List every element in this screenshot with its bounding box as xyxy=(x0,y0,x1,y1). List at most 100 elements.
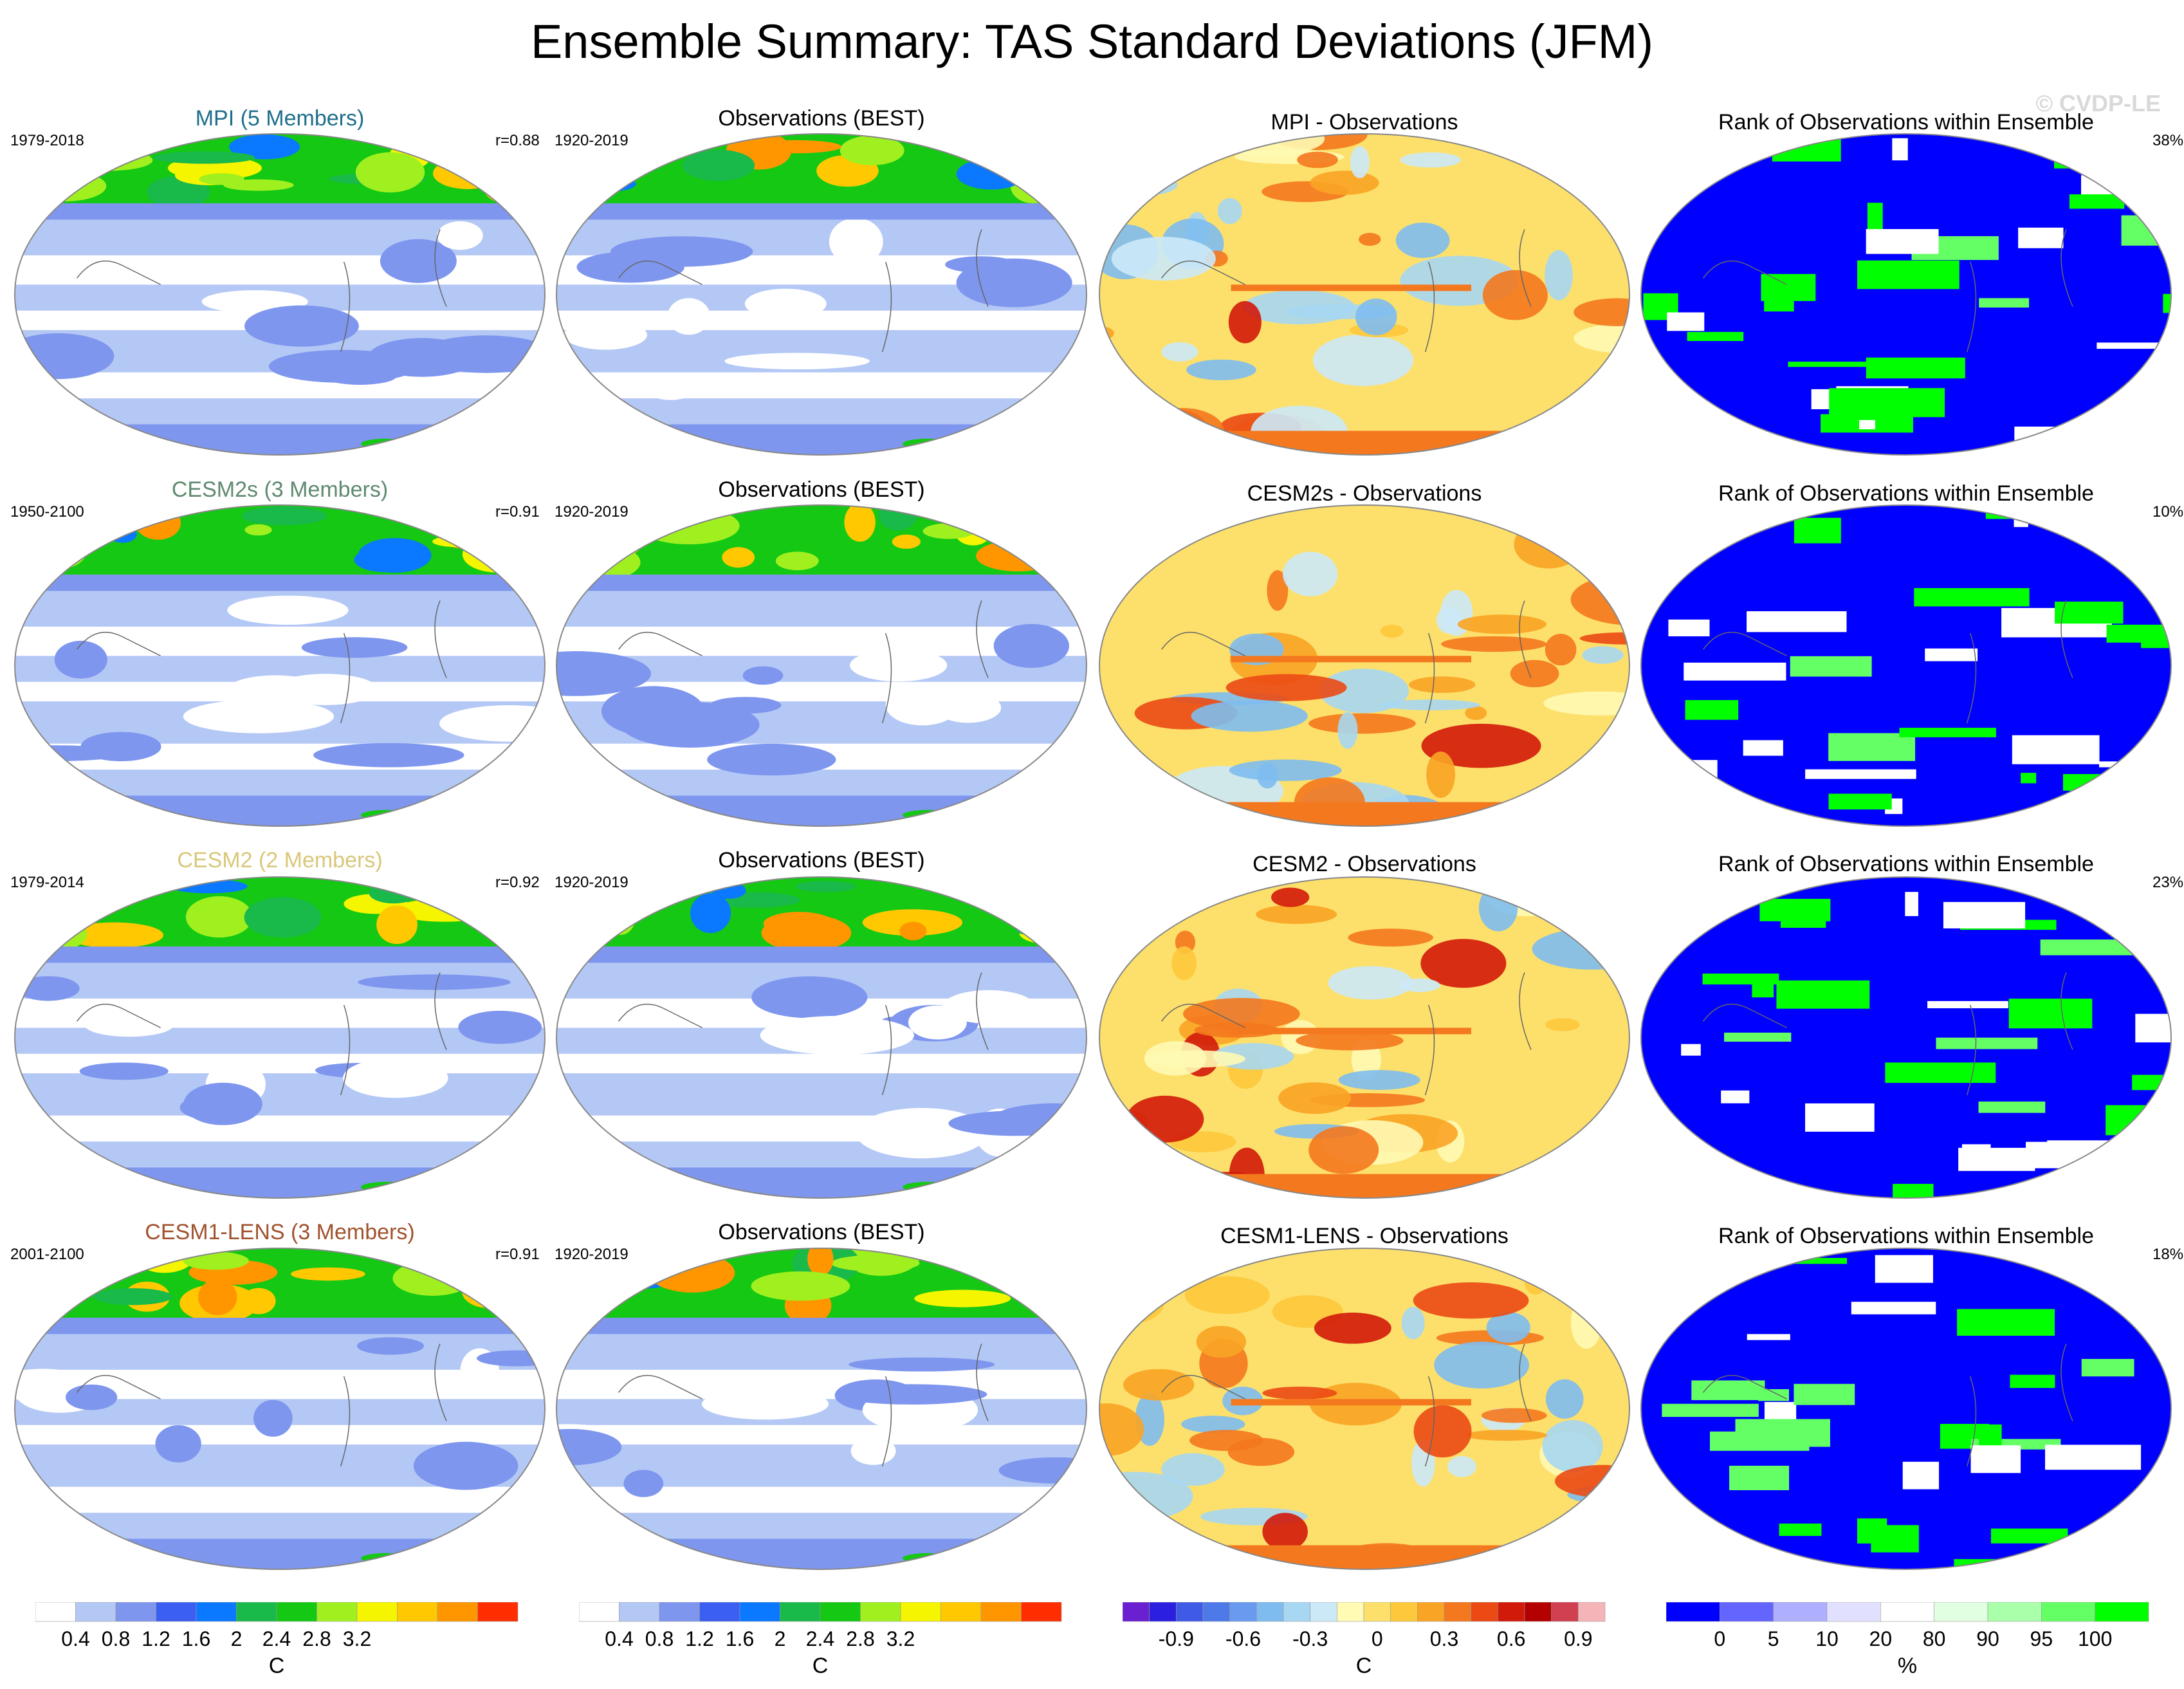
map-outline xyxy=(556,1248,1087,1570)
colorbar-tick-label: 2.8 xyxy=(302,1627,331,1650)
coastline-icon xyxy=(618,972,989,1096)
rank-map-1 xyxy=(1640,504,2172,827)
model-panel-title: MPI (5 Members) xyxy=(195,106,365,131)
rank-map-0 xyxy=(1640,133,2172,456)
coastline-icon xyxy=(77,229,447,353)
model-years: 1979-2018 xyxy=(10,132,84,149)
colorbar-tick-label: 0.8 xyxy=(645,1627,674,1650)
colorbar-tick-label: 0.9 xyxy=(1564,1627,1592,1650)
colorbar-tick-label: 0.4 xyxy=(61,1627,89,1650)
colorbar-tick-label: 5 xyxy=(1768,1627,1779,1650)
rank-panel-title: Rank of Observations within Ensemble xyxy=(1718,1224,2094,1248)
diff-map-2 xyxy=(1099,876,1630,1199)
rank-percent: 18% xyxy=(2152,1246,2184,1263)
map-band-white xyxy=(556,1053,1087,1074)
colorbar-tick-label: -0.9 xyxy=(1159,1627,1194,1650)
colorbar-tick-label: 2.4 xyxy=(262,1627,291,1650)
coastline-icon xyxy=(1703,1343,2073,1467)
colorbar-swatch xyxy=(1256,1602,1284,1622)
colorbar-swatch xyxy=(2041,1602,2095,1622)
colorbar-swatch xyxy=(659,1602,700,1622)
rank-map-2 xyxy=(1640,876,2172,1199)
rank-percent: 10% xyxy=(2152,503,2184,521)
colorbar-swatch xyxy=(1337,1602,1364,1622)
colorbar-tick-label: 0 xyxy=(1714,1627,1725,1650)
colorbar-tick-label: 3.2 xyxy=(343,1627,371,1650)
colorbar-swatch xyxy=(900,1602,941,1622)
colorbar-swatch xyxy=(196,1602,237,1622)
map-band-white xyxy=(556,372,1087,399)
map-outline xyxy=(1099,876,1630,1199)
diff-panel-title: MPI - Observations xyxy=(1271,110,1458,134)
colorbar-swatch xyxy=(1934,1602,1988,1622)
colorbar-tick-label: 0.4 xyxy=(605,1627,633,1650)
map-outline xyxy=(556,504,1087,827)
pattern-correlation: r=0.92 xyxy=(495,874,540,891)
colorbar-swatch xyxy=(739,1602,780,1622)
map-outline xyxy=(556,876,1087,1199)
colorbar-swatch xyxy=(276,1602,317,1622)
model-sd-map-0 xyxy=(14,133,546,456)
colorbar-swatch xyxy=(1666,1602,1720,1622)
colorbar-swatch xyxy=(1773,1602,1828,1622)
obs-sd-map-3 xyxy=(556,1248,1087,1570)
colorbar-swatch xyxy=(980,1602,1022,1622)
colorbar-swatch xyxy=(356,1602,398,1622)
coastline-icon xyxy=(618,600,989,724)
map-outline xyxy=(1640,133,2172,456)
model-sd-map-1 xyxy=(14,504,546,827)
obs-panel-title: Observations (BEST) xyxy=(718,106,925,131)
colorbar-tick-label: 100 xyxy=(2078,1627,2112,1650)
colorbar-unit: % xyxy=(1898,1654,1917,1678)
colorbar-3: 0 5 10 20 80 90 95 100% xyxy=(1666,1602,2149,1678)
obs-sd-map-2 xyxy=(556,876,1087,1199)
colorbar-tick-label: 0.3 xyxy=(1430,1627,1458,1650)
colorbar-tick-label: 0.8 xyxy=(102,1627,130,1650)
rank-panel-title: Rank of Observations within Ensemble xyxy=(1718,481,2094,506)
pattern-correlation: r=0.91 xyxy=(495,1246,540,1263)
colorbar-tick-label: 2 xyxy=(775,1627,786,1650)
colorbar-swatch xyxy=(1202,1602,1230,1622)
colorbar-tick-label: 0 xyxy=(1372,1627,1383,1650)
colorbar-swatch xyxy=(860,1602,901,1622)
coastline-icon xyxy=(618,229,989,353)
colorbar-swatch xyxy=(1524,1602,1552,1622)
colorbar-unit: C xyxy=(269,1654,285,1678)
colorbar-tick-label: -0.3 xyxy=(1292,1627,1328,1650)
colorbar-tick-label: 95 xyxy=(2030,1627,2053,1650)
colorbar-unit: C xyxy=(812,1654,829,1678)
colorbar-tick-label: 2 xyxy=(231,1627,243,1650)
coastline-icon xyxy=(1703,229,2073,353)
rank-percent: 38% xyxy=(2152,132,2184,149)
map-outline xyxy=(1640,504,2172,827)
obs-panel-title: Observations (BEST) xyxy=(718,848,925,872)
rank-map-3 xyxy=(1640,1248,2172,1570)
map-outline xyxy=(1099,504,1630,827)
colorbar-swatch xyxy=(75,1602,116,1622)
colorbar-swatch xyxy=(1123,1602,1150,1622)
colorbar-tick-label: 1.2 xyxy=(142,1627,170,1650)
obs-sd-map-1 xyxy=(556,504,1087,827)
model-years: 2001-2100 xyxy=(10,1246,84,1263)
colorbar-swatch xyxy=(1363,1602,1391,1622)
colorbar-swatch xyxy=(1229,1602,1257,1622)
colorbar-swatch xyxy=(1390,1602,1418,1622)
coastline-icon xyxy=(77,1343,447,1467)
colorbar-swatch xyxy=(156,1602,197,1622)
colorbar-swatch xyxy=(1987,1602,2042,1622)
colorbar-swatch xyxy=(1149,1602,1177,1622)
coastline-icon xyxy=(77,972,447,1096)
colorbar-swatch xyxy=(1578,1602,1606,1622)
model-years: 1979-2014 xyxy=(10,874,84,891)
colorbar-swatch xyxy=(1176,1602,1204,1622)
obs-years: 1920-2019 xyxy=(555,132,629,149)
map-band-white xyxy=(556,1425,1087,1445)
diff-panel-title: CESM1-LENS - Observations xyxy=(1220,1224,1509,1248)
colorbar-swatch xyxy=(1826,1602,1881,1622)
colorbar-swatch xyxy=(1417,1602,1445,1622)
map-band-white xyxy=(556,310,1087,331)
model-panel-title: CESM2 (2 Members) xyxy=(177,848,383,872)
cvdp-watermark: © CVDP-LE xyxy=(2035,90,2161,116)
colorbar-2: -0.9 -0.6 -0.3 0 0.3 0.6 0.9 C xyxy=(1123,1602,1606,1678)
colorbar-tick-label: 0.6 xyxy=(1497,1627,1525,1650)
